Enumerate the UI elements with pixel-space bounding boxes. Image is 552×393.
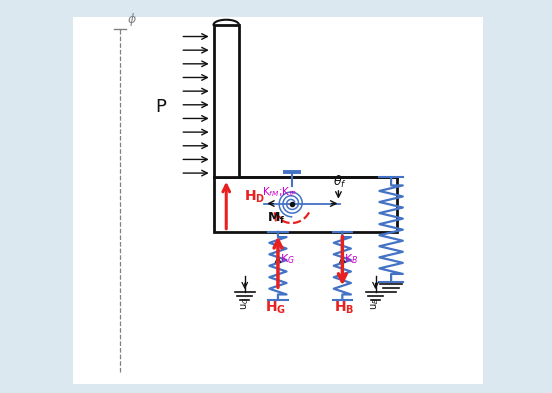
Text: K$_{fM}$;K$_{fP}$: K$_{fM}$;K$_{fP}$: [262, 185, 298, 199]
Text: $\theta_f$: $\theta_f$: [333, 174, 347, 190]
Text: $\phi$: $\phi$: [127, 11, 137, 28]
Text: K$_G$: K$_G$: [280, 252, 295, 266]
Text: H$_\mathbf{D}$: H$_\mathbf{D}$: [243, 188, 265, 205]
Text: u$_G$: u$_G$: [239, 297, 251, 310]
Text: P: P: [156, 98, 166, 116]
Text: K$_B$: K$_B$: [344, 252, 359, 266]
Text: $\mathbf{M_f}$: $\mathbf{M_f}$: [267, 211, 286, 226]
Text: H$_\mathbf{B}$: H$_\mathbf{B}$: [334, 300, 354, 316]
Text: H$_\mathbf{G}$: H$_\mathbf{G}$: [266, 300, 286, 316]
FancyBboxPatch shape: [73, 17, 483, 384]
Bar: [214, 25, 239, 177]
Bar: [214, 177, 397, 231]
Text: u$_B$: u$_B$: [370, 297, 381, 310]
